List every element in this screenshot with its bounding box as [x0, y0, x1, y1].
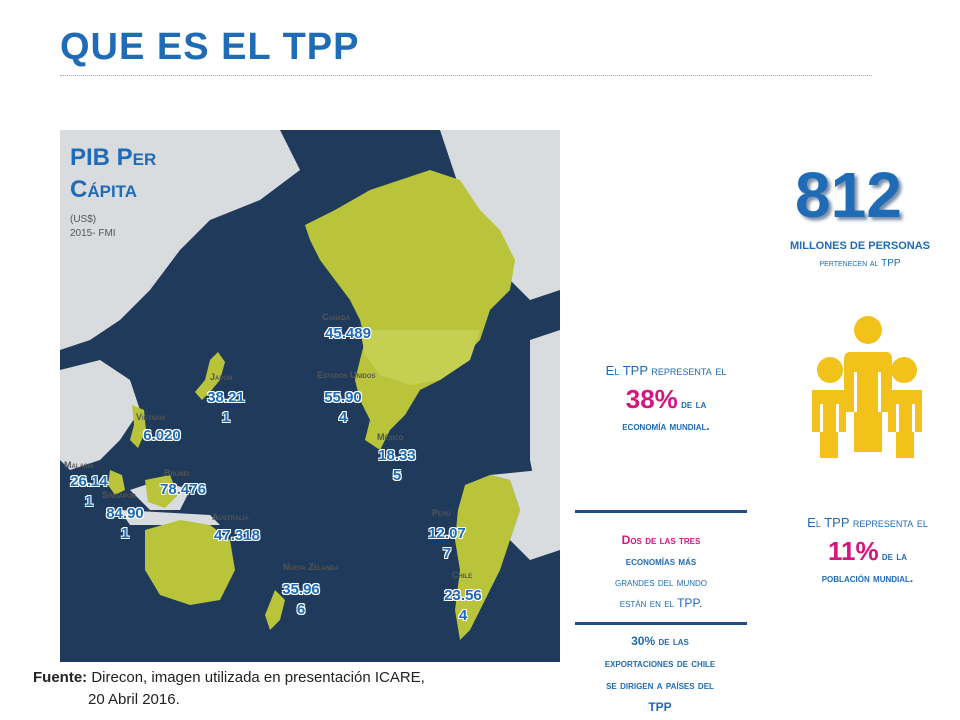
stat-economia-pct: 38%: [625, 384, 678, 414]
stat-export-line4: TPP: [648, 700, 672, 714]
world-map: [60, 130, 560, 662]
stat-poblacion-pre: El TPP representa el: [807, 515, 928, 530]
country-value-canada: 45.489: [325, 325, 371, 342]
land-grey-2: [60, 360, 140, 470]
country-value-chile: 23.56 4: [444, 587, 482, 624]
land-north-america: [305, 170, 515, 450]
country-label-mexico: México: [377, 432, 404, 442]
country-label-nueva-zelanda: Nueva Zelanda: [283, 562, 339, 572]
pib-unit: (US$): [70, 214, 97, 225]
headline-number: 812: [795, 159, 902, 231]
footer-label: Fuente:: [33, 669, 88, 686]
pib-legend: PIB Per Cápita (US$) 2015- FMI: [60, 130, 180, 260]
title-divider: [60, 75, 872, 76]
country-value-japon: 38.21 1: [207, 389, 245, 426]
country-label-peru: Perú: [432, 508, 451, 518]
country-label-australia: Australia: [212, 512, 249, 522]
headline-line1: MILLONES DE PERSONAS: [790, 240, 930, 252]
headline-line2: pertenecen al TPP: [819, 258, 901, 269]
stat-grandes-line1: Dos de las tres: [621, 533, 701, 547]
country-label-japon: Japón: [210, 372, 233, 382]
stat-economia-post1: de la: [681, 397, 707, 411]
footer-line2: 20 Abril 2016.: [88, 691, 180, 708]
land-grey-sa: [490, 470, 560, 560]
divider-1: [575, 510, 747, 513]
pib-title-line1: PIB Per: [70, 144, 157, 171]
country-value-singapur: 84.90 1: [106, 505, 144, 542]
footer-source: Fuente: Direcon, imagen utilizada en pre…: [33, 667, 425, 711]
stat-grandes: Dos de las tres economías más grandes de…: [575, 530, 747, 614]
stat-poblacion: El TPP representa el 11% de la población…: [775, 515, 960, 585]
people-icon: [806, 312, 926, 467]
stat-grandes-line2: economías más: [625, 554, 697, 568]
stat-economia-pre: El TPP representa el: [605, 363, 727, 378]
stat-poblacion-post1: de la: [881, 549, 908, 563]
country-value-mexico: 18.33 5: [378, 447, 416, 484]
stat-poblacion-post2: población mundial.: [821, 571, 914, 585]
land-south-america: [455, 475, 520, 640]
country-value-peru: 12.07 7: [428, 525, 466, 562]
country-value-usa: 55.90 4: [324, 389, 362, 426]
land-vietnam: [130, 405, 146, 448]
country-label-vietnam: Vietnam: [136, 412, 166, 422]
land-japan: [195, 352, 225, 400]
stat-poblacion-pct: 11%: [827, 536, 879, 566]
land-australia: [145, 520, 235, 605]
stat-economia-post2: economía mundial.: [622, 419, 710, 433]
stat-grandes-line3: grandes del mundo: [614, 575, 707, 589]
stat-export-line2: exportaciones de chile: [604, 656, 716, 670]
land-grey: [60, 130, 300, 350]
country-value-australia: 47.318: [214, 527, 260, 544]
stat-grandes-line4: están en el TPP.: [619, 596, 703, 610]
divider-2: [575, 622, 747, 625]
stat-export: 30% de las exportaciones de chile se dir…: [560, 630, 760, 718]
stat-export-line1: 30% de las: [631, 634, 689, 648]
country-label-malasia: Malasia: [64, 460, 94, 470]
stat-economia: El TPP representa el 38% de la economía …: [580, 363, 752, 433]
country-label-brunei: Brunei: [164, 468, 190, 478]
country-label-usa: Estados Unidos: [317, 370, 376, 380]
land-grey-3: [440, 130, 560, 300]
land-usa-texture: [360, 330, 480, 385]
map-svg: [60, 130, 560, 640]
country-value-brunei: 78.476: [160, 481, 206, 498]
land-new-zealand: [265, 590, 285, 630]
stat-export-line3: se dirigen a países del: [606, 678, 714, 692]
country-value-nueva-zelanda: 35.96 6: [282, 581, 320, 618]
pib-title: PIB Per Cápita: [70, 142, 156, 206]
country-value-malasia: 26.14 1: [70, 473, 108, 510]
page-title: QUE ES EL TPP: [60, 26, 360, 68]
pib-source: 2015- FMI: [70, 228, 116, 239]
pib-title-line2: Cápita: [70, 176, 138, 203]
land-borneo: [145, 475, 178, 508]
land-malaysia: [108, 470, 125, 495]
country-label-chile: Chile: [452, 570, 473, 580]
country-label-canada: Canadá: [322, 312, 351, 322]
country-label-singapur: Singapur: [102, 490, 136, 500]
country-value-vietnam: 6.020: [143, 427, 181, 444]
footer-line1: Direcon, imagen utilizada en presentació…: [91, 669, 425, 686]
land-indonesia: [120, 510, 220, 525]
